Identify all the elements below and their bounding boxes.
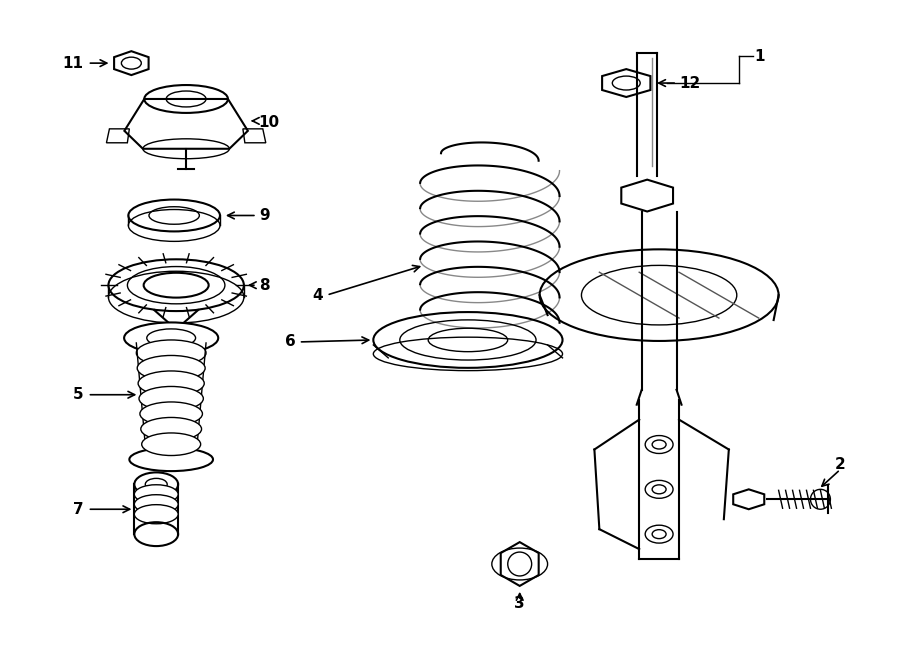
Ellipse shape [129,200,220,231]
Text: 6: 6 [285,334,296,350]
Text: 1: 1 [755,49,765,63]
Ellipse shape [134,504,178,524]
Ellipse shape [139,387,203,410]
Ellipse shape [134,485,178,504]
Text: 11: 11 [62,56,84,71]
Ellipse shape [134,473,178,496]
Polygon shape [734,489,764,509]
Ellipse shape [140,418,202,441]
Ellipse shape [140,402,202,426]
Polygon shape [500,542,539,586]
Text: 2: 2 [835,457,846,472]
Ellipse shape [134,494,178,514]
Ellipse shape [136,340,206,366]
Ellipse shape [124,323,218,354]
Text: 7: 7 [73,502,84,517]
Ellipse shape [138,371,204,396]
Text: 3: 3 [515,596,525,611]
Ellipse shape [130,447,213,471]
Text: 9: 9 [259,208,269,223]
Ellipse shape [141,433,201,455]
Text: 4: 4 [312,288,322,303]
Ellipse shape [137,356,205,381]
Ellipse shape [108,259,244,311]
Text: 8: 8 [259,278,269,293]
Text: 10: 10 [259,116,280,130]
Ellipse shape [144,85,228,113]
Text: 5: 5 [73,387,84,403]
Text: 12: 12 [679,75,700,91]
